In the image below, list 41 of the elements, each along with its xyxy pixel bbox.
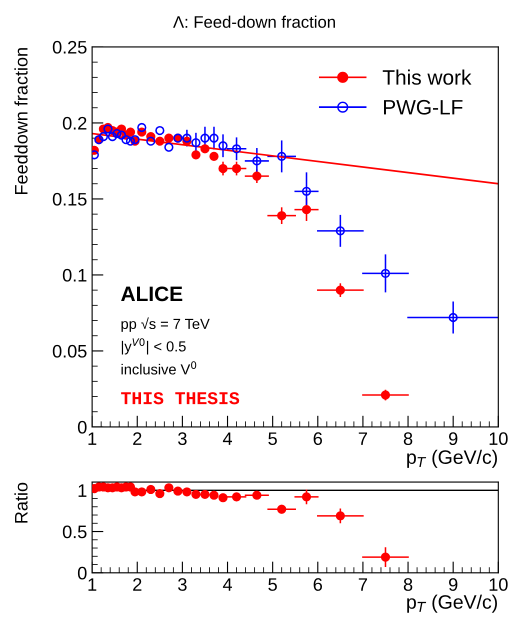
annotation: inclusive V$^{0}$ [122, 361, 196, 375]
x-tick-label: 2 [133, 578, 142, 591]
x-tick-label: 2 [133, 432, 142, 445]
x-tick-label: 10 [490, 578, 508, 591]
annotation: ALICE [121, 286, 182, 302]
x-tick-label: 10 [490, 432, 508, 446]
y-tick-label: 0.05 [52, 344, 87, 358]
x-tick-label: 9 [449, 432, 458, 446]
y-tick-label: 0.15 [52, 192, 87, 206]
y-tick-label: 0 [78, 566, 87, 580]
x-tick-label: 9 [449, 578, 458, 591]
y-axis-title: Feeddown fraction [14, 48, 28, 194]
x-axis-title: p$_{T}$ (GeV/c) [407, 450, 497, 468]
annotation: THIS THESIS [121, 392, 240, 404]
y-tick-label: 0.2 [62, 116, 86, 130]
x-tick-label: 8 [404, 432, 412, 446]
x-tick-label: 7 [358, 578, 368, 591]
x-tick-label: 1 [88, 578, 96, 591]
x-tick-label: 5 [268, 578, 277, 591]
y-tick-label: 0.25 [52, 40, 87, 54]
x-tick-label: 4 [222, 432, 232, 445]
annotation: pp √s = 7 TeV [122, 317, 210, 332]
x-tick-label: 3 [178, 432, 187, 446]
x-axis-title: p$_{T}$ (GeV/c) [407, 594, 497, 613]
annotation: |y$^{V0}$| < 0.5 [122, 338, 186, 355]
x-tick-label: 6 [314, 578, 322, 591]
y-tick-label: 0.1 [62, 268, 86, 282]
x-tick-label: 3 [178, 578, 187, 591]
y-tick-label: 0.5 [62, 525, 87, 538]
legend-label: This work [382, 70, 472, 85]
x-tick-label: 1 [88, 432, 96, 445]
x-tick-label: 6 [314, 432, 322, 446]
chart-title: Λ: Feed-down fraction [173, 16, 335, 28]
legend-label: PWG-LF [384, 100, 462, 115]
y-axis-title: Ratio [14, 482, 28, 523]
x-tick-label: 7 [358, 432, 368, 445]
y-tick-label: 1 [78, 484, 86, 497]
x-tick-label: 5 [268, 432, 277, 446]
x-tick-label: 4 [222, 578, 232, 591]
x-tick-label: 8 [404, 578, 412, 591]
y-tick-label: 0 [78, 420, 87, 434]
